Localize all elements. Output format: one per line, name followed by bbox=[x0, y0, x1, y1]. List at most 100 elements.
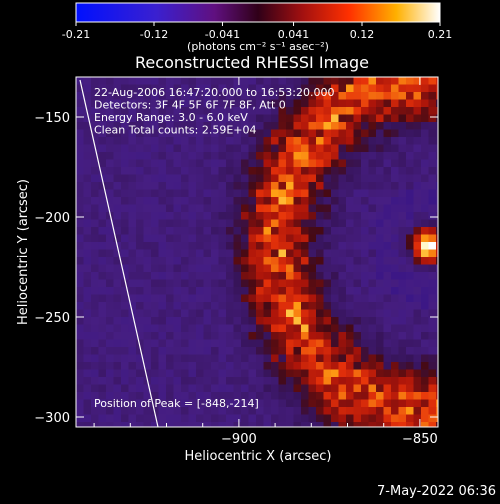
heatmap-cell bbox=[143, 84, 152, 93]
heatmap-cell bbox=[136, 174, 144, 183]
heatmap-cell bbox=[151, 399, 159, 408]
heatmap-cell bbox=[316, 377, 324, 385]
heatmap-cell bbox=[391, 212, 399, 220]
heatmap-cell bbox=[301, 317, 309, 325]
heatmap-cell bbox=[106, 392, 114, 400]
heatmap-cell bbox=[143, 234, 152, 243]
heatmap-cell bbox=[421, 347, 429, 355]
heatmap-cell bbox=[436, 362, 438, 370]
heatmap-cell bbox=[421, 174, 429, 183]
heatmap-cell bbox=[158, 347, 167, 355]
heatmap-cell bbox=[338, 227, 347, 235]
heatmap-cell bbox=[248, 294, 257, 303]
heatmap-cell bbox=[413, 152, 422, 160]
heatmap-cell bbox=[121, 287, 129, 295]
heatmap-cell bbox=[361, 422, 369, 427]
heatmap-cell bbox=[128, 407, 137, 415]
heatmap-cell bbox=[346, 114, 354, 123]
heatmap-cell bbox=[151, 354, 159, 363]
heatmap-cell bbox=[113, 129, 122, 138]
heatmap-cell bbox=[421, 422, 429, 427]
heatmap-cell bbox=[136, 107, 144, 115]
heatmap-cell bbox=[331, 159, 339, 168]
heatmap-cell bbox=[331, 347, 339, 355]
heatmap-cell bbox=[151, 414, 159, 423]
heatmap-cell bbox=[83, 249, 92, 258]
heatmap-cell bbox=[293, 362, 302, 370]
heatmap-cell bbox=[233, 114, 242, 123]
heatmap-cell bbox=[181, 257, 189, 265]
heatmap-cell bbox=[158, 257, 167, 265]
heatmap-cell bbox=[248, 92, 257, 100]
heatmap-cell bbox=[346, 272, 354, 280]
heatmap-cell bbox=[98, 407, 107, 415]
heatmap-cell bbox=[406, 137, 414, 145]
heatmap-cell bbox=[413, 77, 422, 85]
heatmap-cell bbox=[398, 204, 407, 213]
heatmap-cell bbox=[211, 212, 219, 220]
heatmap-cell bbox=[376, 384, 384, 393]
heatmap-cell bbox=[241, 122, 249, 130]
heatmap-cell bbox=[98, 152, 107, 160]
heatmap-cell bbox=[308, 227, 317, 235]
heatmap-cell bbox=[316, 84, 324, 93]
heatmap-cell bbox=[406, 392, 414, 400]
heatmap-cell bbox=[391, 174, 399, 183]
heatmap-cell bbox=[91, 174, 99, 183]
heatmap-cell bbox=[428, 144, 437, 153]
heatmap-cell bbox=[436, 249, 438, 258]
heatmap-cell bbox=[241, 302, 249, 310]
heatmap-cell bbox=[383, 317, 392, 325]
heatmap-cell bbox=[271, 384, 279, 393]
heatmap-cell bbox=[233, 332, 242, 340]
heatmap-cell bbox=[331, 384, 339, 393]
heatmap-cell bbox=[121, 234, 129, 243]
heatmap-cell bbox=[241, 129, 249, 138]
x-axis-ticks: −900−850−800 bbox=[93, 77, 438, 447]
heatmap-cell bbox=[196, 144, 204, 153]
heatmap-cell bbox=[83, 227, 92, 235]
heatmap-cell bbox=[226, 204, 234, 213]
heatmap-cell bbox=[428, 287, 437, 295]
heatmap-cell bbox=[421, 354, 429, 363]
heatmap-cell bbox=[308, 414, 317, 423]
heatmap-cell bbox=[241, 264, 249, 273]
heatmap-cell bbox=[158, 197, 167, 205]
heatmap-cell bbox=[248, 234, 257, 243]
heatmap-cell bbox=[361, 99, 369, 108]
heatmap-cell bbox=[271, 114, 279, 123]
heatmap-cell bbox=[301, 114, 309, 123]
heatmap-cell bbox=[383, 264, 392, 273]
heatmap-cell bbox=[346, 77, 354, 85]
heatmap-cell bbox=[181, 407, 189, 415]
heatmap-cell bbox=[308, 204, 317, 213]
heatmap-cell bbox=[173, 137, 182, 145]
heatmap-cell bbox=[226, 219, 234, 228]
heatmap-cell bbox=[83, 114, 92, 123]
heatmap-cell bbox=[188, 159, 197, 168]
heatmap-cell bbox=[361, 369, 369, 378]
heatmap-cell bbox=[83, 279, 92, 288]
heatmap-cell bbox=[406, 197, 414, 205]
heatmap-cell bbox=[421, 204, 429, 213]
heatmap-cell bbox=[293, 264, 302, 273]
heatmap-cell bbox=[346, 212, 354, 220]
heatmap-cell bbox=[421, 189, 429, 198]
heatmap-cell bbox=[286, 77, 294, 85]
heatmap-cell bbox=[338, 182, 347, 190]
heatmap-cell bbox=[151, 152, 159, 160]
heatmap-cell bbox=[278, 399, 287, 408]
heatmap-cell bbox=[308, 174, 317, 183]
heatmap-cell bbox=[361, 309, 369, 318]
heatmap-cell bbox=[173, 182, 182, 190]
heatmap-cell bbox=[406, 249, 414, 258]
heatmap-cell bbox=[76, 144, 84, 153]
heatmap-cell bbox=[278, 152, 287, 160]
heatmap-cell bbox=[331, 204, 339, 213]
heatmap-cell bbox=[391, 197, 399, 205]
heatmap-cell bbox=[293, 272, 302, 280]
heatmap-cell bbox=[98, 212, 107, 220]
heatmap-cell bbox=[211, 137, 219, 145]
heatmap-cell bbox=[181, 309, 189, 318]
heatmap-cell bbox=[226, 287, 234, 295]
